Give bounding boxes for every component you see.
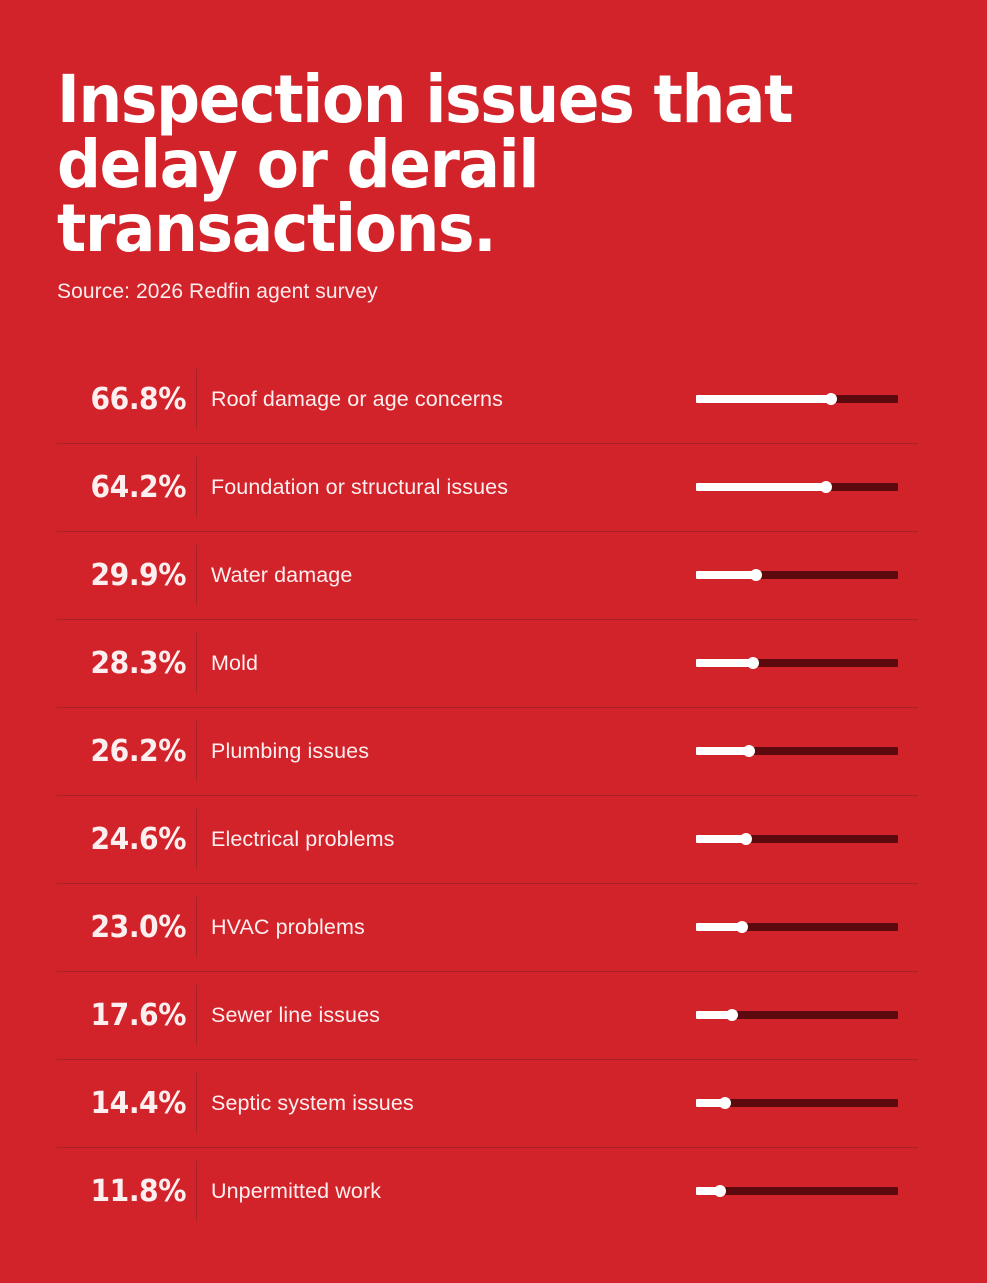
page-title: Inspection issues that delay or derail t… (57, 61, 793, 268)
issue-label: Electrical problems (211, 826, 395, 851)
slider-fill (696, 1099, 726, 1107)
percent-slider[interactable] (696, 477, 898, 497)
table-row: 29.9% Water damage (0, 531, 987, 619)
slider-knob[interactable] (819, 481, 832, 493)
row-vertical-divider (196, 1161, 197, 1221)
row-vertical-divider (196, 897, 197, 957)
table-row: 17.6% Sewer line issues (0, 971, 987, 1059)
percent-value: 28.3% (90, 645, 187, 681)
slider-fill (696, 659, 754, 667)
row-vertical-divider (196, 721, 197, 781)
issue-label: Roof damage or age concerns (211, 386, 503, 411)
table-row: 64.2% Foundation or structural issues (0, 443, 987, 531)
percent-slider[interactable] (696, 1093, 898, 1113)
percent-value: 24.6% (90, 821, 187, 857)
slider-track (696, 835, 898, 843)
slider-fill (696, 571, 757, 579)
slider-fill (696, 923, 743, 931)
issue-label: Plumbing issues (211, 738, 370, 763)
issue-label: HVAC problems (211, 914, 365, 939)
row-vertical-divider (196, 809, 197, 869)
row-vertical-divider (196, 545, 197, 605)
percent-value: 23.0% (90, 909, 187, 945)
slider-fill (696, 395, 831, 403)
percent-value: 11.8% (90, 1173, 187, 1209)
percent-slider[interactable] (696, 1181, 898, 1201)
slider-knob[interactable] (725, 1009, 738, 1021)
percent-value: 29.9% (90, 557, 187, 593)
slider-knob[interactable] (742, 745, 755, 757)
issue-list: 66.8% Roof damage or age concerns 64.2% Fou… (0, 355, 987, 1235)
percent-value: 26.2% (90, 733, 187, 769)
slider-track (696, 659, 898, 667)
percent-slider[interactable] (696, 389, 898, 409)
percent-value: 64.2% (90, 469, 187, 505)
percent-slider[interactable] (696, 653, 898, 673)
slider-track (696, 1011, 898, 1019)
table-row: 66.8% Roof damage or age concerns (0, 355, 987, 443)
percent-value: 17.6% (90, 997, 187, 1033)
row-vertical-divider (196, 457, 197, 517)
percent-slider[interactable] (696, 829, 898, 849)
percent-slider[interactable] (696, 741, 898, 761)
slider-fill (696, 747, 749, 755)
table-row: 26.2% Plumbing issues (0, 707, 987, 795)
slider-knob[interactable] (719, 1097, 732, 1109)
row-vertical-divider (196, 633, 197, 693)
slider-track (696, 571, 898, 579)
slider-knob[interactable] (747, 657, 760, 669)
slider-knob[interactable] (750, 569, 763, 581)
slider-knob[interactable] (713, 1185, 726, 1197)
slider-knob[interactable] (736, 921, 749, 933)
slider-fill (696, 1187, 720, 1195)
issue-label: Water damage (211, 562, 353, 587)
header-block: Inspection issues that delay or derail t… (57, 61, 857, 304)
table-row: 14.4% Septic system issues (0, 1059, 987, 1147)
slider-track (696, 923, 898, 931)
slider-track (696, 1099, 898, 1107)
slider-track (696, 747, 898, 755)
slider-fill (696, 835, 746, 843)
slider-knob[interactable] (824, 393, 837, 405)
percent-slider[interactable] (696, 565, 898, 585)
slider-fill (696, 483, 826, 491)
percent-value: 14.4% (90, 1085, 187, 1121)
percent-value: 66.8% (90, 381, 187, 417)
slider-fill (696, 1011, 732, 1019)
issue-label: Septic system issues (211, 1090, 414, 1115)
row-vertical-divider (196, 369, 197, 429)
issue-label: Unpermitted work (211, 1178, 382, 1203)
percent-slider[interactable] (696, 917, 898, 937)
table-row: 28.3% Mold (0, 619, 987, 707)
slider-knob[interactable] (739, 833, 752, 845)
table-row: 11.8% Unpermitted work (0, 1147, 987, 1235)
row-vertical-divider (196, 985, 197, 1045)
issue-label: Mold (211, 650, 259, 675)
percent-slider[interactable] (696, 1005, 898, 1025)
row-vertical-divider (196, 1073, 197, 1133)
table-row: 23.0% HVAC problems (0, 883, 987, 971)
table-row: 24.6% Electrical problems (0, 795, 987, 883)
source-note: Source: 2026 Redfin agent survey (57, 280, 378, 304)
issue-label: Sewer line issues (211, 1002, 380, 1027)
issue-label: Foundation or structural issues (211, 474, 509, 499)
slider-track (696, 1187, 898, 1195)
